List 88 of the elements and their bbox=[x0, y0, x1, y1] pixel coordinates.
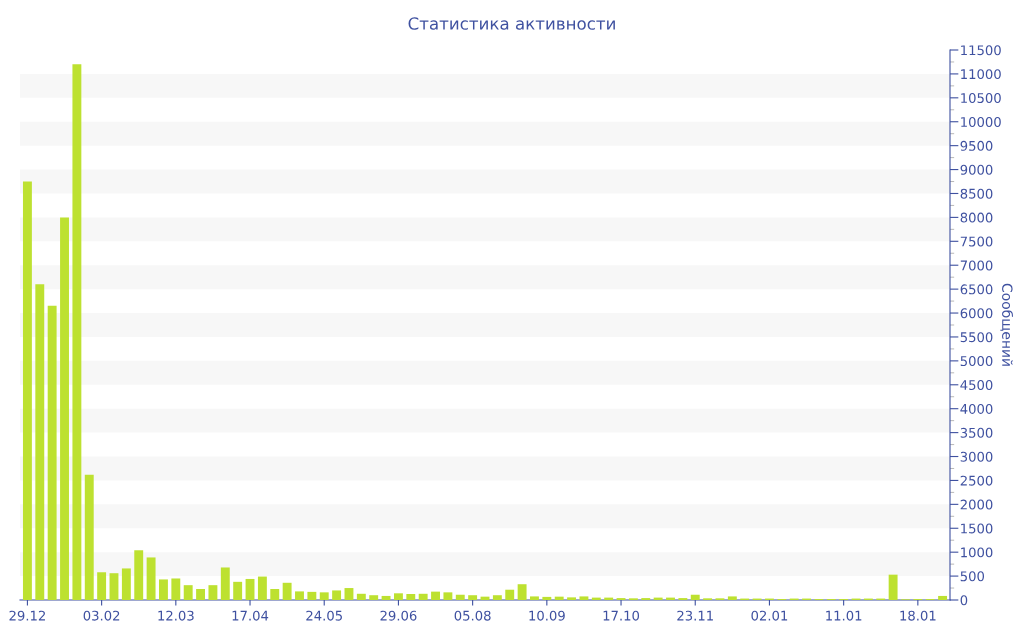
x-tick-label: 05.08 bbox=[454, 610, 491, 621]
y-tick-label: 1000 bbox=[961, 547, 993, 558]
y-tick-label: 5500 bbox=[960, 332, 993, 343]
bar bbox=[282, 582, 292, 600]
y-tick-label: 4500 bbox=[960, 380, 993, 390]
bar bbox=[97, 572, 107, 600]
bar bbox=[307, 591, 317, 600]
y-tick-label: 9500 bbox=[960, 140, 993, 151]
bar bbox=[369, 595, 379, 600]
bar bbox=[554, 596, 564, 600]
bar bbox=[72, 64, 82, 600]
y-tick-label: 3000 bbox=[960, 451, 993, 462]
bar bbox=[492, 595, 502, 600]
chart-title: Статистика активности bbox=[408, 17, 615, 30]
y-tick-label: 6000 bbox=[960, 308, 993, 319]
x-tick-label: 12.03 bbox=[158, 610, 194, 621]
bar bbox=[517, 584, 527, 600]
bar bbox=[431, 591, 440, 600]
y-tick-label: 500 bbox=[960, 571, 985, 582]
y-tick-label: 8000 bbox=[960, 212, 993, 223]
bar bbox=[690, 594, 700, 600]
y-tick-label: 3500 bbox=[960, 427, 993, 438]
bar bbox=[443, 592, 453, 600]
bar bbox=[505, 589, 515, 600]
x-tick-label: 11.01 bbox=[826, 610, 862, 621]
y-tick-label: 7000 bbox=[960, 260, 993, 271]
bar bbox=[171, 578, 181, 600]
y-tick-label: 2000 bbox=[960, 499, 993, 510]
bar bbox=[233, 581, 243, 600]
bar bbox=[84, 474, 94, 600]
x-tick-label: 18.01 bbox=[900, 610, 936, 621]
bar bbox=[60, 217, 69, 600]
bar bbox=[530, 596, 539, 600]
y-tick-label: 8500 bbox=[960, 188, 993, 199]
x-tick-label: 29.12 bbox=[9, 610, 45, 621]
bar bbox=[295, 591, 304, 600]
bar bbox=[567, 597, 577, 600]
y-tick-label: 4000 bbox=[960, 403, 993, 414]
y-tick-label: 0 bbox=[960, 595, 968, 606]
bar bbox=[245, 578, 255, 600]
bar bbox=[938, 595, 948, 600]
bar bbox=[220, 567, 230, 600]
bar bbox=[146, 557, 156, 600]
bar bbox=[319, 592, 329, 600]
y-tick-label: 6500 bbox=[960, 284, 993, 295]
bar bbox=[393, 593, 403, 600]
bar bbox=[468, 595, 478, 600]
bar bbox=[332, 590, 342, 600]
x-tick-label: 17.04 bbox=[232, 610, 269, 621]
bar bbox=[35, 284, 45, 600]
y-tick-label: 7500 bbox=[960, 236, 993, 247]
x-tick-label: 10.09 bbox=[529, 610, 565, 621]
x-tick-label: 29.06 bbox=[380, 610, 417, 621]
bar bbox=[579, 596, 589, 600]
bar bbox=[381, 595, 391, 600]
y-tick-label: 2500 bbox=[960, 475, 993, 486]
bar bbox=[159, 579, 168, 600]
x-tick-label: 17.10 bbox=[603, 610, 640, 621]
bar bbox=[270, 589, 280, 600]
x-tick-label: 24.05 bbox=[306, 610, 342, 621]
bar bbox=[121, 568, 131, 600]
y-axis-title: Сообщений bbox=[1000, 283, 1014, 366]
y-tick-label: 10000 bbox=[961, 116, 1001, 127]
y-tick-label: 11500 bbox=[961, 45, 1001, 56]
bar bbox=[888, 574, 898, 600]
bar bbox=[109, 573, 119, 600]
bar bbox=[183, 585, 193, 600]
x-tick-label: 23.11 bbox=[677, 610, 713, 621]
y-tick-label: 11000 bbox=[961, 69, 1001, 80]
x-tick-label: 02.01 bbox=[751, 610, 788, 621]
x-tick-label: 03.02 bbox=[83, 610, 120, 621]
y-tick-label: 5000 bbox=[960, 356, 993, 367]
bar bbox=[455, 594, 465, 600]
bar bbox=[727, 596, 737, 600]
y-tick-label: 9000 bbox=[960, 164, 993, 175]
bar bbox=[134, 550, 144, 600]
bar bbox=[257, 576, 267, 600]
y-tick-label: 10500 bbox=[961, 93, 1001, 104]
bar bbox=[418, 593, 428, 600]
bar bbox=[344, 588, 354, 600]
bar bbox=[22, 181, 32, 600]
y-tick-label: 1500 bbox=[961, 523, 993, 534]
bar bbox=[47, 305, 57, 600]
bar bbox=[208, 585, 218, 600]
bar bbox=[542, 596, 552, 600]
bar bbox=[356, 593, 366, 600]
bar bbox=[196, 589, 206, 600]
bar bbox=[406, 594, 416, 600]
